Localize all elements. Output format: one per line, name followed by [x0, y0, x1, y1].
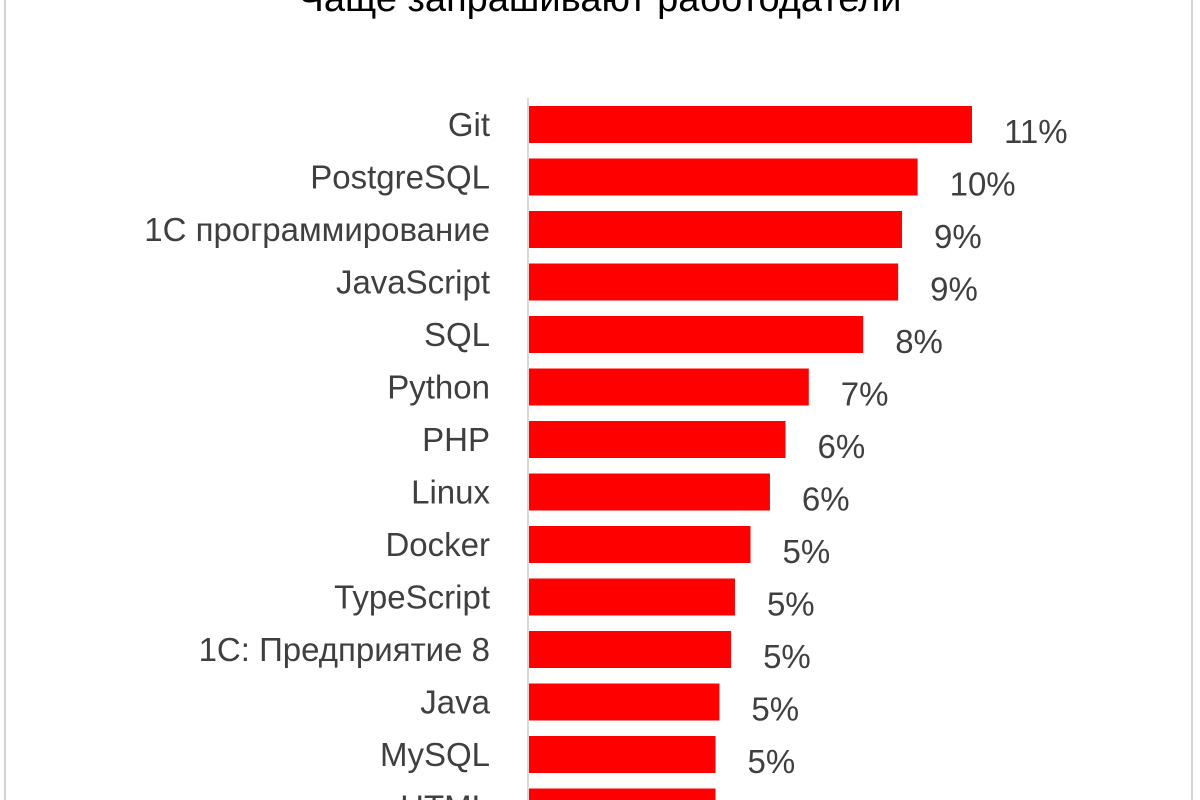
data-label: 9% [934, 218, 982, 255]
bar [529, 263, 899, 301]
bar [529, 736, 716, 773]
category-label: Linux [411, 474, 490, 511]
data-label: 5% [751, 691, 799, 728]
bar-row: HTML 5% [400, 788, 796, 800]
bar [529, 683, 720, 721]
data-label: 10% [950, 166, 1016, 203]
bars-layer: Git 11% PostgreSQL 10% 1С программирование 9%… [144, 106, 1068, 800]
category-label: HTML [400, 789, 490, 800]
bar-row: TypeScript 5% [334, 578, 815, 623]
data-label: 6% [802, 481, 850, 518]
bar-row: 1С: Предприятие 8 5% [199, 631, 811, 675]
category-label: SQL [424, 316, 490, 353]
bar [529, 421, 786, 458]
bar-row: Docker 5% [385, 526, 830, 570]
category-label: 1С: Предприятие 8 [199, 631, 490, 668]
bar-row: PHP 6% [422, 421, 865, 465]
data-label: 5% [763, 638, 811, 675]
bar [529, 211, 903, 248]
data-label: 6% [817, 428, 865, 465]
bar [529, 788, 716, 800]
bar-row: SQL 8% [424, 316, 943, 360]
bar [529, 316, 864, 353]
category-label: Docker [385, 526, 490, 563]
bar-row: JavaScript 9% [336, 263, 978, 308]
bar [529, 526, 751, 563]
bar-row: 1С программирование 9% [144, 211, 982, 255]
bar [529, 578, 735, 616]
bar-row: PostgreSQL 10% [310, 158, 1016, 203]
bar-row: MySQL 5% [380, 736, 795, 780]
bar-row: Java 5% [420, 683, 799, 728]
bar-row: Linux 6% [411, 473, 850, 518]
category-label: JavaScript [336, 264, 490, 301]
bar [529, 473, 770, 511]
data-label: 9% [930, 271, 978, 308]
bar-row: Git 11% [448, 106, 1068, 150]
category-label: 1С программирование [144, 211, 490, 248]
category-label: Python [387, 369, 490, 406]
chart-frame [4, 0, 1193, 800]
data-label: 5% [748, 743, 796, 780]
data-label: 11% [1004, 113, 1068, 150]
bar [529, 158, 918, 196]
data-label: 5% [783, 533, 831, 570]
data-label: 5% [748, 796, 796, 800]
bar-row: Python 7% [387, 368, 889, 413]
category-label: PostgreSQL [310, 159, 490, 196]
bar [529, 106, 972, 143]
category-label: Git [448, 106, 490, 143]
bar [529, 631, 732, 668]
bar [529, 368, 809, 406]
category-label: MySQL [380, 736, 490, 773]
chart-title: Чаще запрашивают работодатели [0, 0, 1200, 21]
category-label: PHP [422, 421, 490, 458]
data-label: 8% [895, 323, 943, 360]
category-label: Java [420, 684, 490, 721]
data-label: 5% [767, 586, 815, 623]
data-label: 7% [841, 376, 889, 413]
category-label: TypeScript [334, 579, 490, 616]
